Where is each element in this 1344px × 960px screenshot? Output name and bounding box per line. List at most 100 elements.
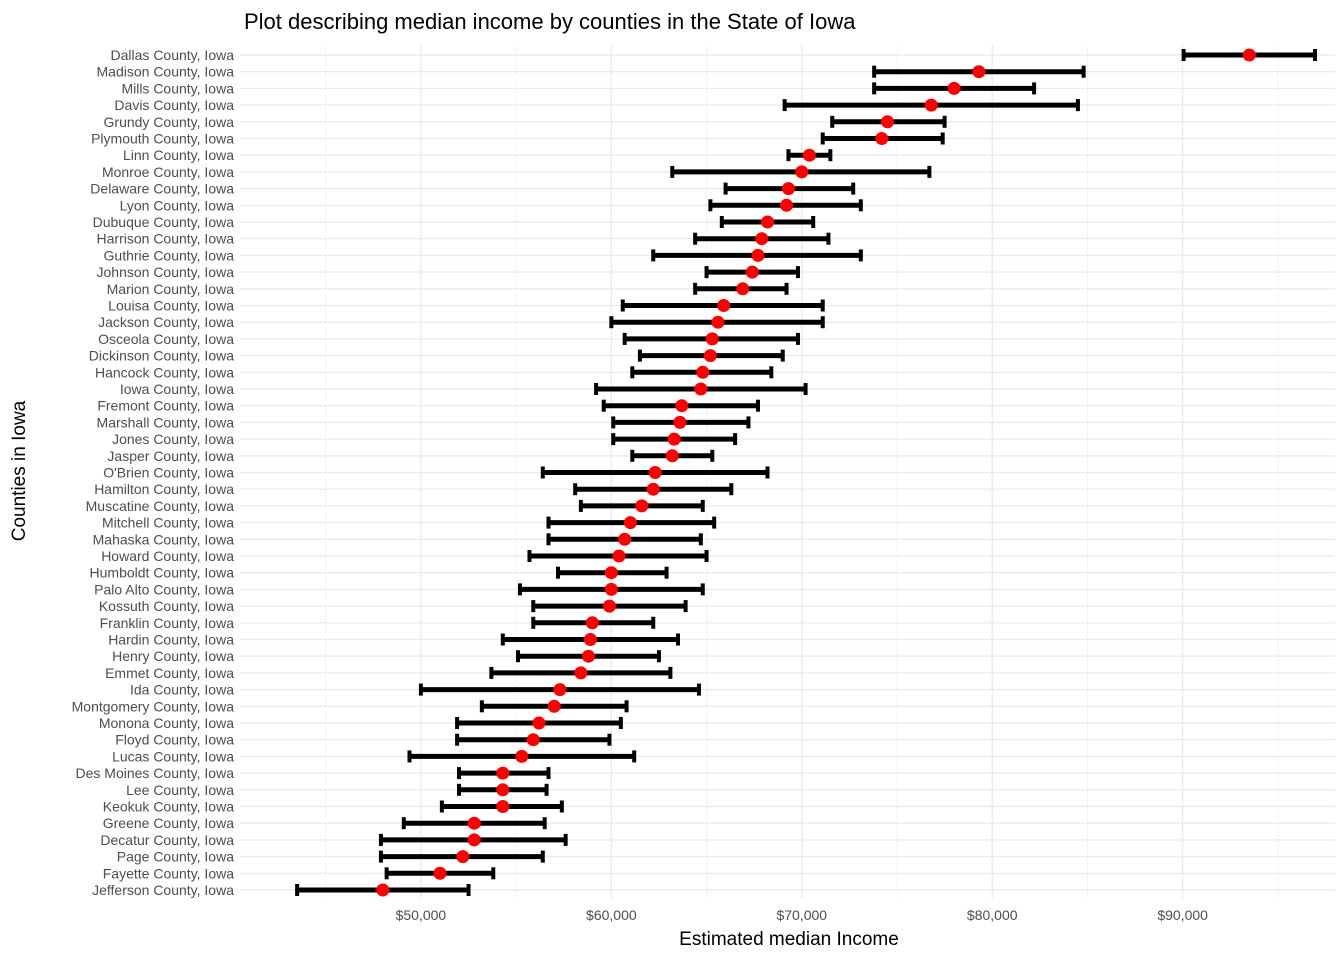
y-tick-label: Osceola County, Iowa — [98, 331, 234, 347]
estimate-point — [604, 566, 618, 580]
y-tick-label: Fayette County, Iowa — [103, 865, 234, 881]
estimate-point — [972, 65, 986, 79]
y-tick-label: Humboldt County, Iowa — [90, 565, 235, 581]
estimate-point — [467, 833, 481, 847]
y-tick-label: Decatur County, Iowa — [100, 832, 234, 848]
y-tick-label: Lucas County, Iowa — [112, 748, 234, 764]
x-tick-label: $70,000 — [776, 907, 827, 923]
x-axis-title: Estimated median Income — [679, 929, 899, 950]
estimate-point — [602, 599, 616, 613]
estimate-point — [780, 198, 794, 212]
estimate-point — [585, 616, 599, 630]
estimate-point — [623, 516, 637, 530]
estimate-point — [532, 716, 546, 730]
y-tick-label: Hardin County, Iowa — [108, 632, 234, 648]
y-axis-title: Counties in Iowa — [9, 400, 30, 541]
estimate-point — [467, 816, 481, 830]
y-tick-label: Jefferson County, Iowa — [92, 882, 234, 898]
y-tick-label: Marshall County, Iowa — [97, 414, 235, 430]
estimate-point — [924, 98, 938, 112]
y-tick-label: Louisa County, Iowa — [108, 298, 234, 314]
estimate-point — [665, 449, 679, 463]
y-tick-label: Mahaska County, Iowa — [93, 531, 235, 547]
y-tick-label: Marion County, Iowa — [107, 281, 235, 297]
y-tick-label: Madison County, Iowa — [97, 64, 235, 80]
estimate-point — [673, 415, 687, 429]
x-tick-label: $80,000 — [967, 907, 1018, 923]
y-tick-label: Grundy County, Iowa — [104, 114, 235, 130]
estimate-point — [696, 365, 710, 379]
estimate-point — [581, 649, 595, 663]
estimate-point — [761, 215, 775, 229]
estimate-point — [875, 132, 889, 145]
estimate-point — [1242, 48, 1256, 62]
estimate-point — [376, 883, 390, 897]
y-tick-label: Palo Alto County, Iowa — [94, 581, 234, 597]
estimate-point — [694, 382, 708, 396]
estimate-point — [635, 499, 649, 513]
y-tick-label: Plymouth County, Iowa — [91, 131, 234, 147]
estimate-point — [553, 683, 567, 697]
y-tick-label: Kossuth County, Iowa — [99, 598, 234, 614]
estimate-point — [526, 733, 540, 747]
y-tick-label: Monona County, Iowa — [99, 715, 234, 731]
estimate-point — [703, 349, 717, 363]
y-tick-label: O'Brien County, Iowa — [103, 465, 234, 481]
estimate-point — [496, 800, 510, 813]
x-tick-labels: $50,000 $60,000 $70,000 $80,000 $90,000 — [396, 907, 1209, 923]
estimate-point — [618, 532, 632, 546]
estimate-point — [717, 299, 731, 312]
y-tick-label: Greene County, Iowa — [103, 815, 234, 831]
y-tick-label: Dubuque County, Iowa — [93, 214, 235, 230]
y-tick-label: Davis County, Iowa — [114, 97, 234, 113]
y-tick-label: Linn County, Iowa — [123, 147, 234, 163]
estimate-point — [574, 666, 588, 680]
x-tick-label: $90,000 — [1157, 907, 1208, 923]
y-tick-label: Hancock County, Iowa — [95, 364, 234, 380]
y-tick-label: Monroe County, Iowa — [102, 164, 234, 180]
estimate-point — [795, 165, 809, 179]
y-tick-label: Franklin County, Iowa — [100, 615, 235, 631]
y-tick-label: Mills County, Iowa — [121, 80, 234, 96]
y-tick-label: Lyon County, Iowa — [120, 197, 235, 213]
y-tick-label: Lee County, Iowa — [126, 782, 234, 798]
estimate-point — [496, 783, 510, 797]
y-tick-label: Iowa County, Iowa — [120, 381, 234, 397]
y-tick-label: Mitchell County, Iowa — [102, 515, 234, 531]
y-tick-label: Johnson County, Iowa — [97, 264, 235, 280]
y-tick-label: Page County, Iowa — [117, 849, 234, 865]
estimate-point — [433, 866, 447, 880]
y-tick-label: Howard County, Iowa — [101, 548, 234, 564]
estimate-point — [711, 315, 725, 329]
y-tick-label: Jones County, Iowa — [112, 431, 234, 447]
estimate-point — [583, 633, 597, 646]
estimate-point — [648, 466, 662, 479]
estimate-point — [751, 248, 765, 262]
estimate-point — [705, 332, 719, 346]
estimate-points — [376, 48, 1256, 897]
y-tick-label: Jackson County, Iowa — [98, 314, 234, 330]
y-tick-label: Dickinson County, Iowa — [89, 348, 234, 364]
estimate-point — [755, 232, 769, 246]
estimate-point — [736, 282, 750, 296]
y-tick-label: Floyd County, Iowa — [115, 732, 234, 748]
y-tick-label: Fremont County, Iowa — [97, 398, 234, 414]
y-tick-label: Emmet County, Iowa — [105, 665, 234, 681]
y-tick-label: Keokuk County, Iowa — [103, 799, 234, 815]
estimate-point — [515, 749, 529, 763]
estimate-point — [802, 148, 816, 162]
chart-title: Plot describing median income by countie… — [244, 9, 856, 34]
estimate-point — [496, 766, 510, 780]
y-tick-label: Des Moines County, Iowa — [76, 765, 235, 781]
y-tick-label: Ida County, Iowa — [130, 682, 234, 698]
y-tick-label: Jasper County, Iowa — [107, 448, 234, 464]
y-tick-label: Montgomery County, Iowa — [72, 698, 235, 714]
estimate-point — [612, 549, 626, 563]
estimate-point — [456, 850, 470, 864]
estimate-point — [947, 81, 961, 95]
y-tick-label: Muscatine County, Iowa — [86, 498, 235, 514]
estimate-point — [547, 699, 561, 713]
estimate-point — [781, 182, 795, 196]
